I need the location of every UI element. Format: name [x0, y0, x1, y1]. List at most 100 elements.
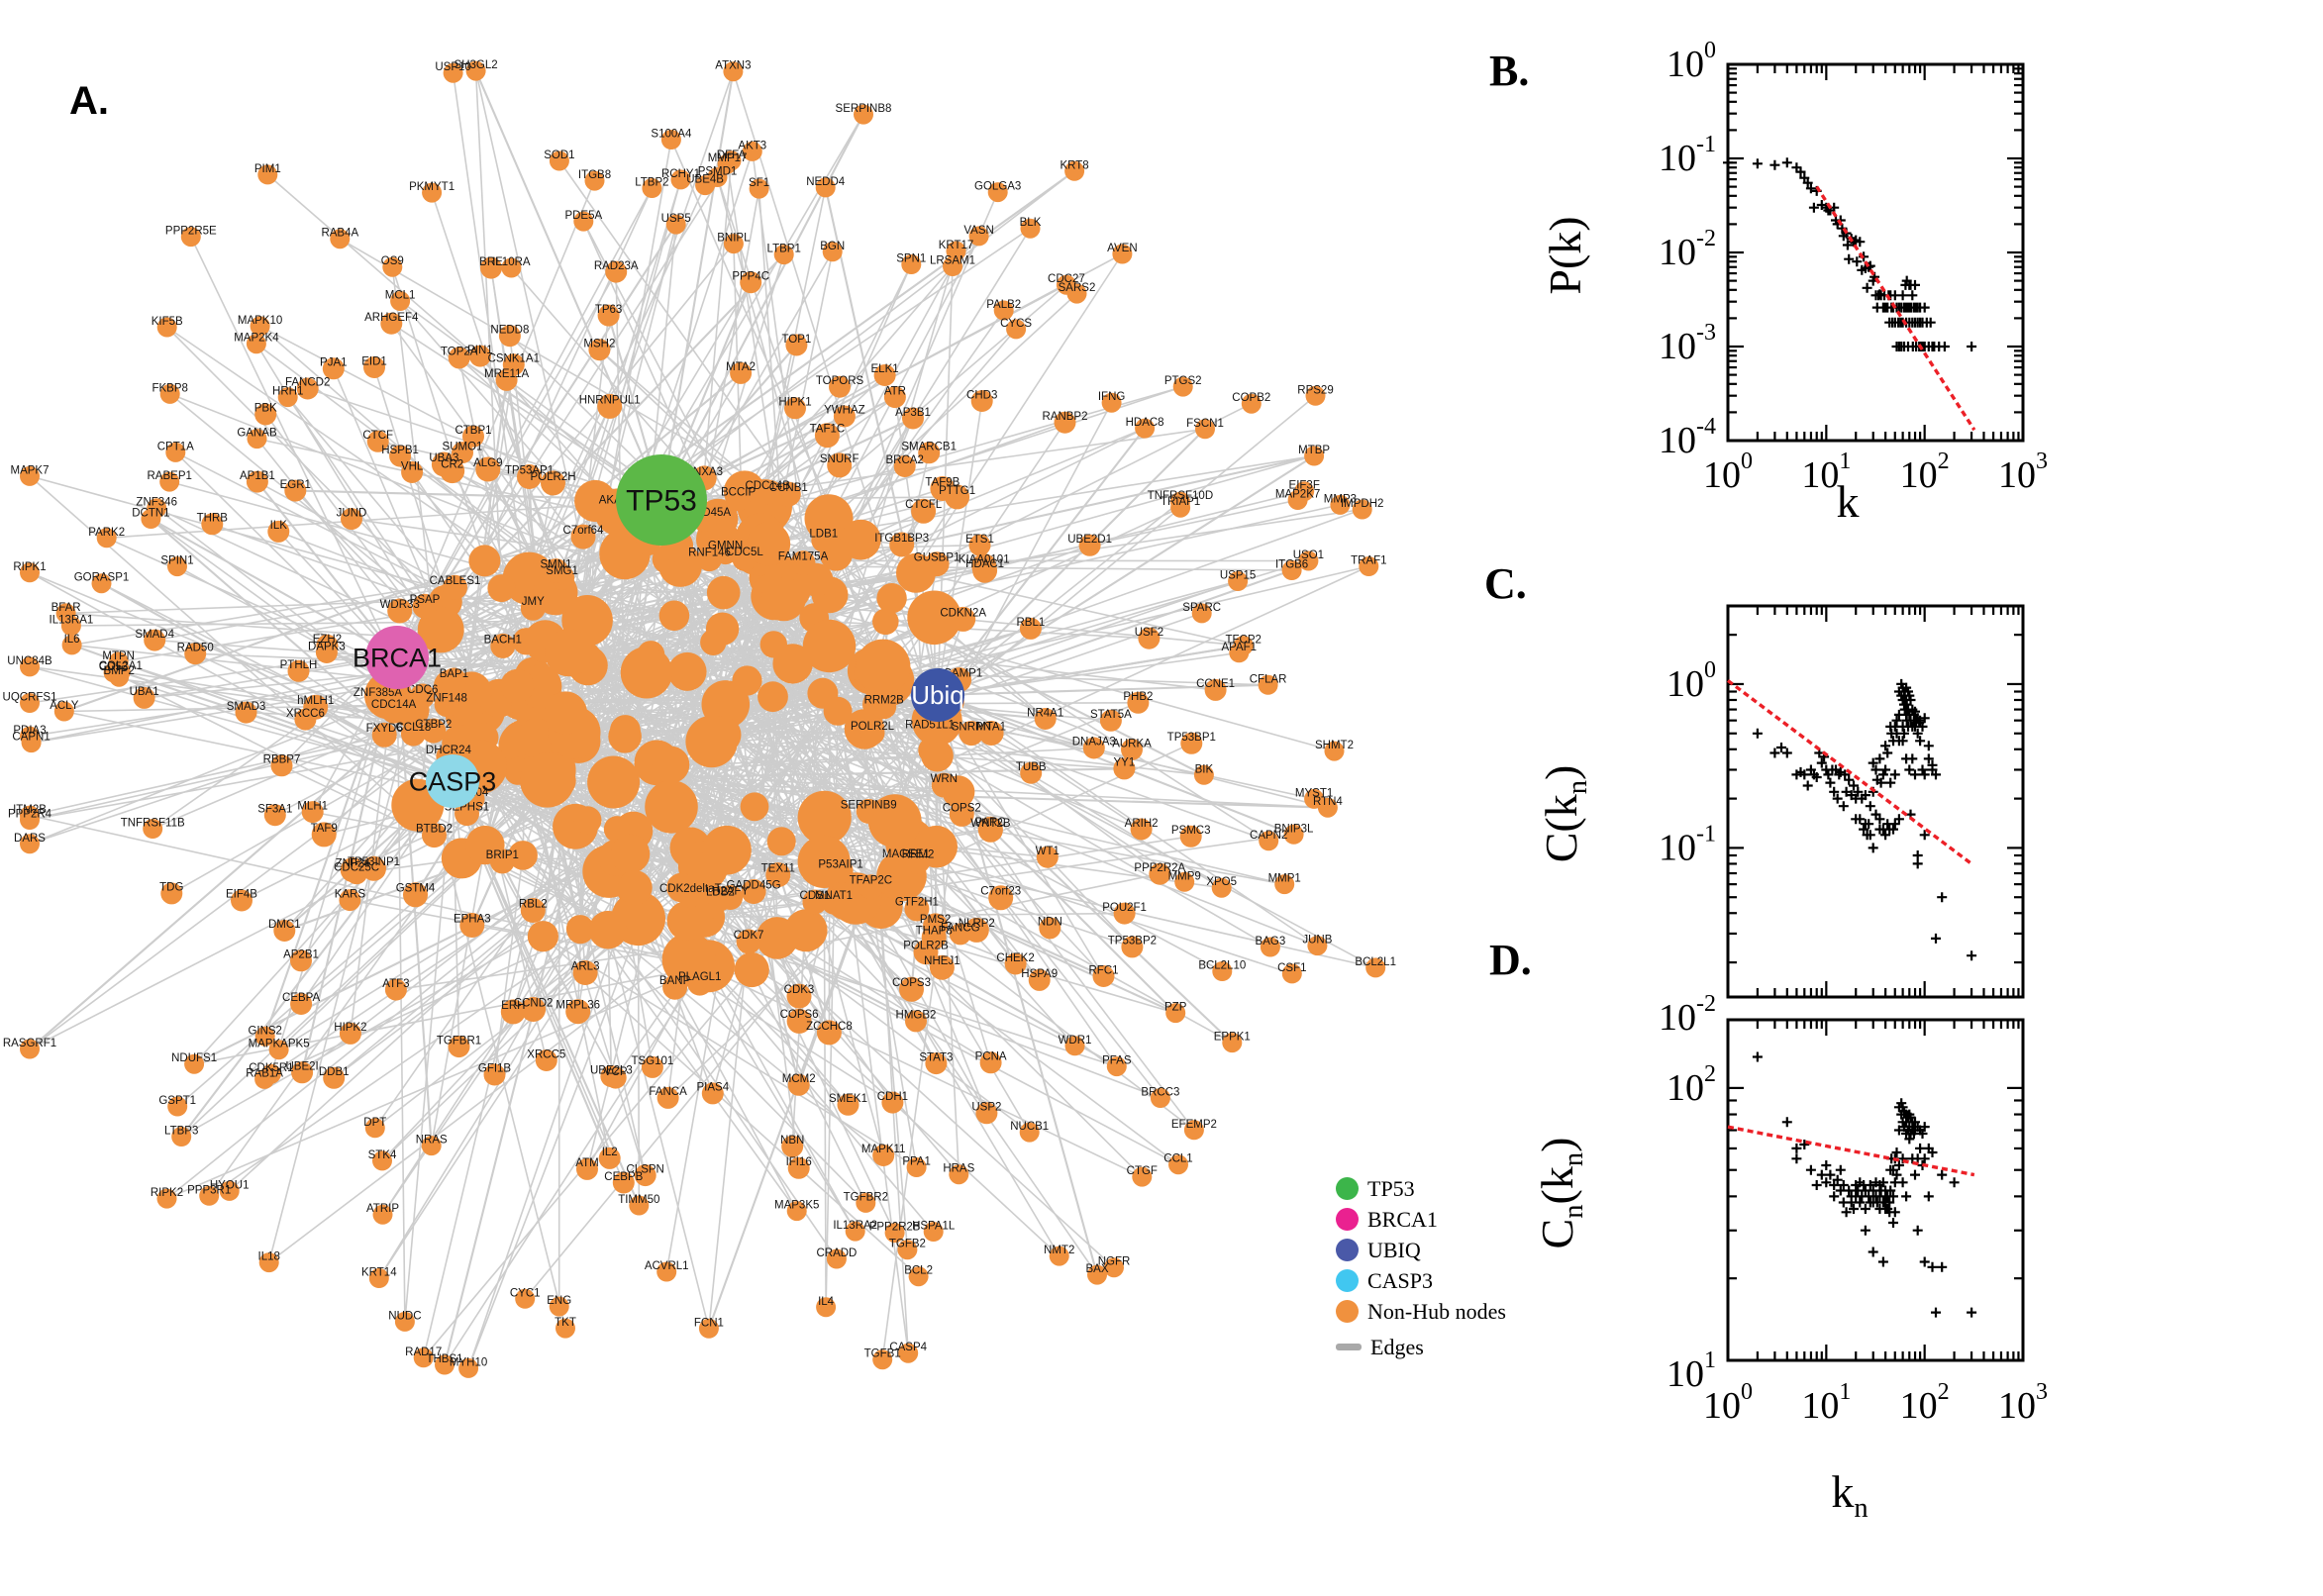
gene-node-label: RFC1 — [1088, 964, 1118, 976]
gene-node-label: THRB — [197, 513, 229, 525]
gene-node-label: GINS2 — [248, 1025, 282, 1037]
gene-node-label: MCL1 — [385, 290, 416, 302]
gene-node-label: CR2 — [441, 459, 463, 471]
gene-node-label: BRE — [479, 256, 503, 268]
gene-node-label: IL13RA2 — [833, 1220, 877, 1232]
y-axis-label: P(k) — [1540, 216, 1590, 294]
panel-label-c: C. — [1484, 559, 1527, 608]
gene-node-label: ILK — [270, 520, 288, 532]
legend-item-tp53: TP53 — [1336, 1173, 1506, 1204]
gene-node-label: PPP3R1 — [187, 1184, 231, 1196]
gene-node-label: SERPINB8 — [836, 103, 892, 115]
gene-node-label: BRCC3 — [1141, 1087, 1179, 1099]
gene-node-label: UNC84B — [7, 655, 52, 667]
gene-node-label: TOP2A — [441, 347, 478, 358]
gene-node-label: RTN4 — [1313, 796, 1343, 808]
network-graph: SEPHS1TEX11ALG9RNF146HDAC1C7orf23ITGB1BP… — [3, 59, 1396, 1378]
gene-node-label: GTF2H1 — [895, 897, 939, 909]
gene-node-label: MLH1 — [297, 800, 328, 812]
legend: TP53 BRCA1 UBIQ CASP3 Non-Hub nodes Edges — [1336, 1173, 1506, 1362]
gene-node-label: RANBP2 — [1042, 411, 1087, 423]
gene-node-label: FANCD2 — [285, 377, 330, 389]
gene-node-label: ATM — [575, 1157, 598, 1169]
gene-node-label: ITGB8 — [578, 169, 611, 181]
gene-node-label: TP63 — [595, 304, 623, 316]
gene-node-label: PFAS — [1102, 1055, 1132, 1067]
gene-node-label: RAD17 — [405, 1347, 442, 1358]
svg-text:10-3: 10-3 — [1659, 320, 1716, 367]
gene-node-label: TSG101 — [631, 1055, 673, 1067]
gene-node-label: ITGB1BP3 — [874, 533, 929, 545]
gene-node-label: NLRP2 — [959, 918, 995, 930]
gene-node-label: ATR — [884, 385, 906, 397]
panel-label-d: D. — [1489, 936, 1532, 984]
gene-node-label: SOD1 — [544, 150, 574, 161]
gene-node-label: PIN1 — [467, 345, 493, 356]
gene-node-label: THBS1 — [426, 1353, 462, 1365]
gene-node-label: BTBD2 — [416, 823, 453, 835]
gene-node-label: CPT1A — [157, 441, 194, 452]
gene-node-label: KARS — [335, 888, 366, 900]
gene-node-label: CAPN2 — [1250, 830, 1287, 842]
gene-node-label: SNRPN — [952, 721, 991, 733]
gene-node-label: TRIAP1 — [1161, 496, 1200, 508]
gene-node-label: SMARCB1 — [901, 442, 957, 453]
gene-node-label: SARS2 — [1059, 282, 1096, 294]
gene-node-label: CDC6 — [407, 684, 438, 696]
gene-node-label: ALG9 — [473, 457, 502, 469]
gene-node-label: CHD3 — [966, 389, 997, 401]
gene-node-label: SMEK1 — [829, 1093, 867, 1105]
gene-node-label: AKT3 — [738, 140, 766, 151]
gene-node-label: TP53BP2 — [1108, 936, 1157, 948]
gene-node-label: CEBPA — [282, 992, 320, 1004]
gene-node-label: TRAF1 — [1351, 555, 1386, 567]
gene-node-label: BANP — [659, 975, 691, 987]
gene-node-label: POLR2B — [903, 941, 949, 952]
gene-node-label: MRPL36 — [556, 1000, 600, 1012]
gene-node-label: MTA1 — [976, 721, 1006, 733]
gene-node-label: IL6 — [64, 634, 80, 646]
gene-node-label: DPT — [363, 1117, 386, 1129]
gene-node-label: PIM1 — [254, 163, 281, 175]
hub-node-label: Ubiq — [911, 680, 963, 710]
gene-node-label: LDB1 — [809, 528, 838, 540]
gene-node-label: SMG1 — [546, 565, 578, 577]
gene-node-label: SMAD4 — [135, 629, 174, 641]
gene-node-label: PIAS4 — [696, 1082, 729, 1094]
gene-node-label: GFI1B — [478, 1063, 512, 1075]
legend-edge-swatch — [1336, 1344, 1362, 1350]
gene-node-label: CYC1 — [510, 1287, 541, 1299]
scatter-points — [1752, 1051, 1977, 1318]
axis-ticks — [1728, 1020, 2023, 1360]
hub-node-brca1 — [365, 626, 429, 689]
gene-node-label: LRSAM1 — [930, 255, 975, 267]
gene-node-label: MMP3 — [1324, 493, 1357, 505]
gene-node-label: VHL — [401, 460, 424, 472]
gene-node-label: USP15 — [1220, 570, 1256, 582]
gene-node-label: ARL3 — [571, 960, 600, 972]
fit-line — [1815, 185, 1976, 432]
gene-node-label: CDK3 — [784, 984, 815, 996]
svg-text:103: 103 — [1998, 449, 2048, 496]
legend-label: UBIQ — [1367, 1237, 1421, 1262]
gene-node-label: DAPK3 — [308, 641, 346, 652]
gene-node-label: XPO5 — [1206, 876, 1237, 888]
gene-node-label: NRAS — [416, 1135, 448, 1147]
gene-node-label: UBA3 — [429, 452, 458, 464]
gene-node-label: GOLGA3 — [974, 181, 1021, 193]
gene-node-label: TOPORS — [816, 375, 864, 387]
gene-node-label: PPA1 — [902, 1156, 931, 1168]
gene-node-label: BAG3 — [1256, 936, 1286, 948]
gene-node-label: TP53BP1 — [1167, 732, 1216, 744]
gene-node-label: BCL2L10 — [1198, 960, 1246, 972]
gene-node-label: APAF1 — [1222, 642, 1258, 653]
gene-node-label: DMC1 — [268, 919, 301, 931]
gene-node-label: MYST1 — [1295, 787, 1333, 799]
scatter-points — [1723, 157, 1977, 351]
gene-node-label: CDC27 — [1048, 273, 1085, 285]
gene-node-label: USP10 — [435, 61, 470, 73]
gene-node-label: POLR2H — [530, 471, 575, 483]
svg-text:10-2: 10-2 — [1659, 991, 1716, 1039]
gene-node-label: HNRNPUL1 — [579, 394, 641, 406]
